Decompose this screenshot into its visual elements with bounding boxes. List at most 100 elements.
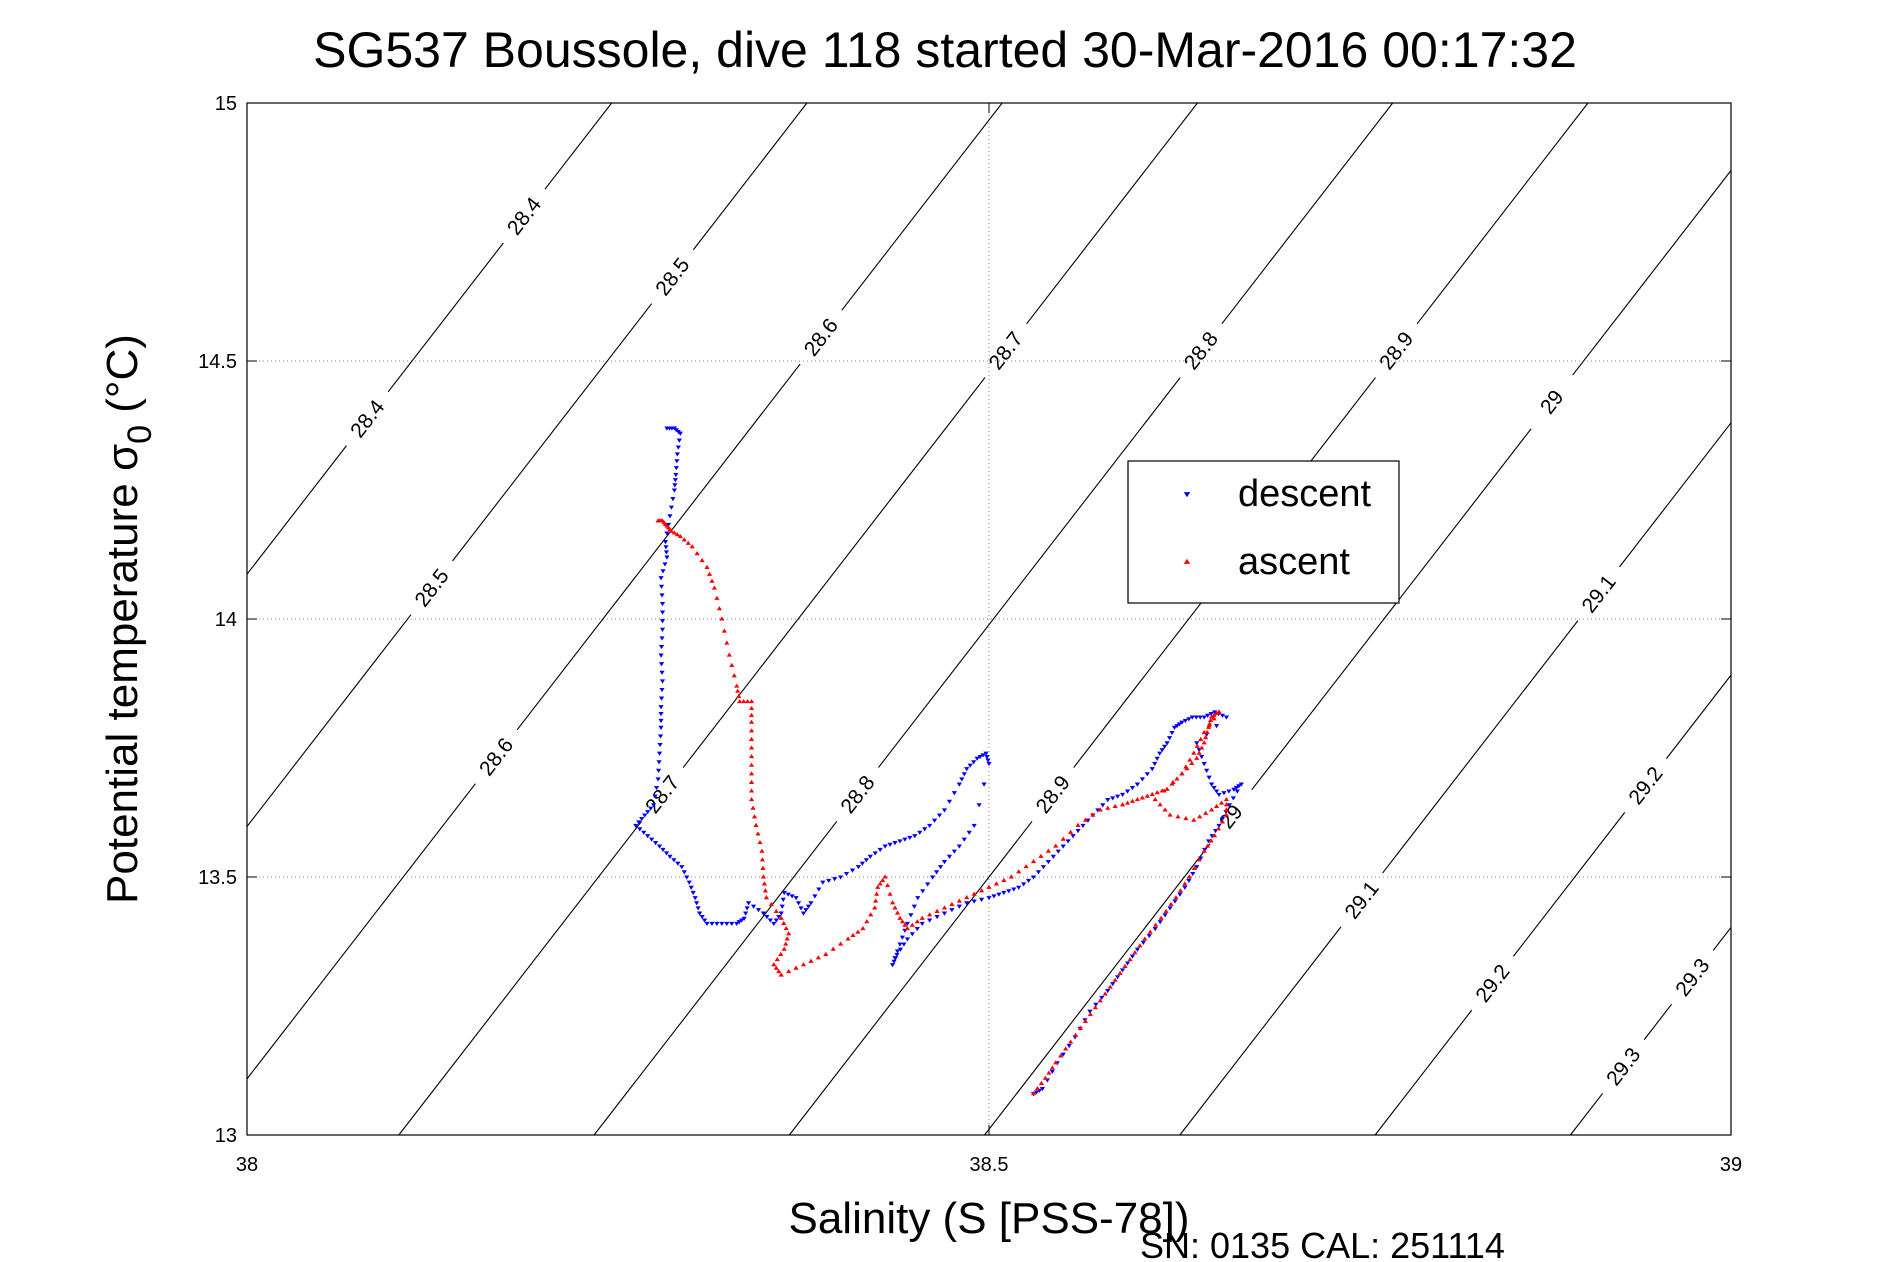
density-contour-line bbox=[246, 614, 412, 827]
descent-point bbox=[781, 890, 787, 896]
ascent-point bbox=[1194, 743, 1200, 748]
density-contour-labels: 28.428.428.528.528.628.628.728.728.828.8… bbox=[346, 193, 1714, 1090]
ascent-point bbox=[1134, 797, 1140, 802]
descent-point bbox=[741, 916, 747, 921]
data-series bbox=[633, 426, 1244, 1097]
descent-point bbox=[967, 763, 973, 768]
ascent-point bbox=[736, 693, 742, 698]
ascent-point bbox=[1208, 717, 1214, 723]
descent-point bbox=[1172, 899, 1178, 904]
descent-point bbox=[956, 782, 962, 787]
descent-point bbox=[676, 438, 682, 443]
descent-point bbox=[1045, 859, 1051, 865]
descent-point bbox=[937, 865, 944, 870]
descent-point bbox=[1166, 736, 1173, 741]
contour-label: 29.1 bbox=[1341, 877, 1384, 923]
descent-point bbox=[1216, 823, 1222, 828]
descent-point bbox=[1080, 823, 1086, 828]
descent-point bbox=[1033, 1090, 1040, 1095]
contour-label: 28.6 bbox=[475, 734, 518, 780]
descent-point bbox=[974, 756, 980, 761]
ascent-point bbox=[1211, 716, 1217, 721]
descent-point bbox=[843, 872, 850, 877]
descent-point bbox=[645, 834, 651, 839]
descent-point bbox=[780, 897, 786, 902]
descent-point bbox=[1197, 715, 1203, 720]
ascent-point bbox=[778, 951, 784, 956]
ascent-point bbox=[892, 905, 898, 910]
descent-point bbox=[1025, 878, 1032, 884]
ascent-point bbox=[964, 895, 970, 900]
ascent-point bbox=[1161, 788, 1167, 793]
ascent-point bbox=[800, 962, 807, 967]
ascent-point bbox=[1045, 848, 1051, 853]
descent-point bbox=[690, 890, 696, 896]
descent-point bbox=[773, 918, 779, 923]
ascent-point bbox=[689, 544, 695, 549]
descent-point bbox=[964, 901, 970, 906]
descent-point bbox=[778, 911, 784, 916]
legend-label-ascent: ascent bbox=[1238, 541, 1350, 583]
descent-point bbox=[658, 696, 665, 701]
x-tick-label: 38.5 bbox=[970, 1154, 1009, 1176]
descent-point bbox=[658, 584, 665, 589]
descent-point bbox=[1219, 713, 1226, 718]
descent-point bbox=[1234, 789, 1240, 794]
descent-point bbox=[897, 947, 904, 952]
descent-point bbox=[897, 839, 903, 844]
descent-point bbox=[1213, 724, 1220, 729]
descent-point bbox=[1189, 715, 1195, 720]
density-contour-line bbox=[246, 445, 347, 575]
ascent-point bbox=[694, 551, 700, 556]
ascent-point bbox=[783, 941, 789, 946]
descent-point bbox=[1100, 803, 1106, 808]
descent-point bbox=[736, 920, 742, 925]
density-contour-line bbox=[788, 820, 1033, 1136]
descent-point bbox=[927, 918, 933, 923]
ascent-point bbox=[786, 969, 792, 974]
ascent-point bbox=[1199, 745, 1205, 750]
ascent-point bbox=[748, 712, 755, 717]
descent-point bbox=[743, 911, 749, 916]
ascent-point bbox=[748, 705, 755, 710]
descent-point bbox=[663, 550, 670, 555]
ascent-point bbox=[709, 578, 715, 583]
descent-point bbox=[1231, 787, 1237, 792]
ascent-point bbox=[748, 762, 755, 767]
ascent-point bbox=[1162, 807, 1168, 812]
descent-point bbox=[636, 820, 642, 825]
descent-point bbox=[925, 882, 931, 887]
descent-point bbox=[1193, 715, 1199, 720]
ascent-point bbox=[1201, 848, 1207, 853]
ascent-point bbox=[1179, 771, 1185, 776]
ascent-point bbox=[685, 540, 691, 545]
y-tick-label: 13.5 bbox=[198, 867, 237, 889]
descent-point bbox=[1236, 784, 1242, 789]
ascent-point bbox=[737, 698, 743, 704]
y-tick-label: 15 bbox=[215, 93, 237, 115]
descent-point bbox=[642, 813, 648, 818]
ascent-point bbox=[882, 874, 888, 879]
descent-point bbox=[1194, 865, 1200, 870]
density-contour-line bbox=[1572, 170, 1732, 376]
descent-point bbox=[909, 932, 915, 937]
descent-point bbox=[652, 841, 659, 846]
ascent-point bbox=[1177, 888, 1184, 893]
descent-point bbox=[915, 896, 921, 901]
descent-point bbox=[671, 488, 677, 493]
ascent-point bbox=[1206, 723, 1212, 728]
ascent-point bbox=[919, 915, 925, 920]
descent-point bbox=[639, 816, 645, 822]
descent-point bbox=[1213, 789, 1220, 794]
descent-point bbox=[1060, 1052, 1066, 1057]
ascent-point bbox=[706, 571, 713, 576]
descent-point bbox=[872, 851, 878, 856]
contour-label: 28.5 bbox=[651, 254, 694, 300]
ascent-point bbox=[668, 528, 675, 533]
descent-point bbox=[1201, 715, 1207, 720]
ascent-point bbox=[1223, 812, 1230, 817]
descent-point bbox=[659, 670, 665, 675]
descent-point bbox=[663, 851, 670, 856]
ascent-point bbox=[757, 840, 763, 845]
contour-label: 29 bbox=[1536, 386, 1568, 419]
